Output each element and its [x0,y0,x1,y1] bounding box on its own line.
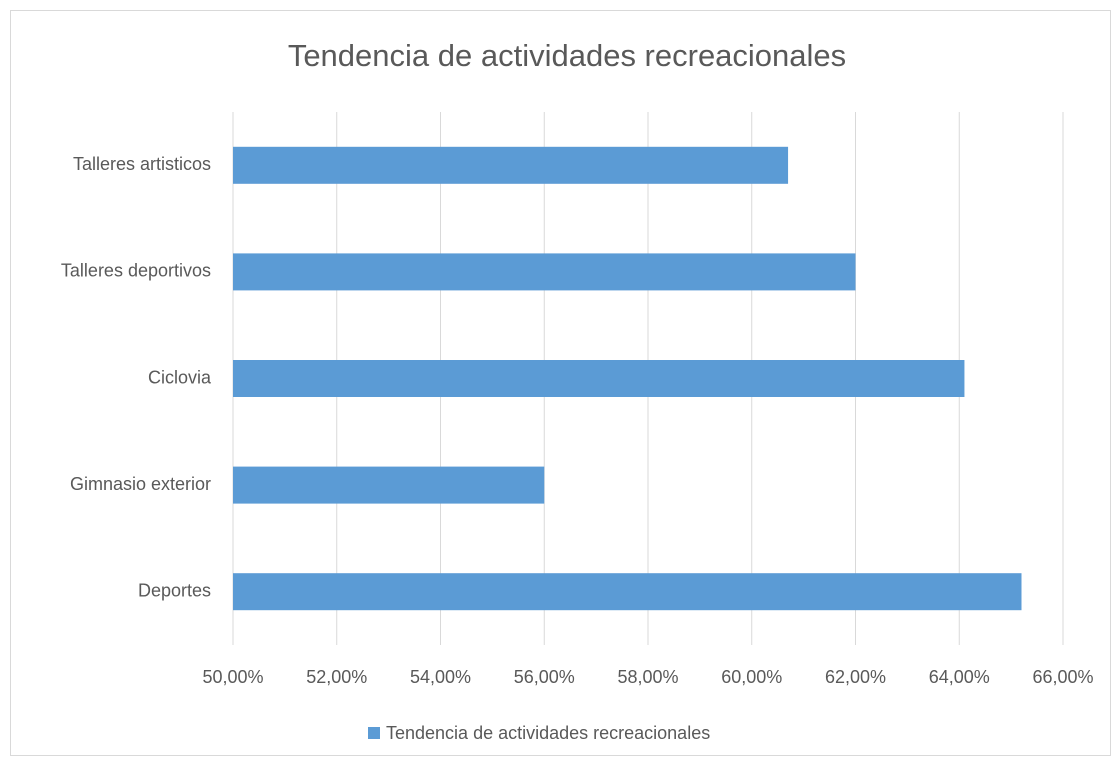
x-tick-label: 52,00% [306,667,367,687]
y-tick-label: Ciclovia [148,367,212,387]
x-tick-label: 56,00% [514,667,575,687]
x-tick-label: 62,00% [825,667,886,687]
x-tick-label: 66,00% [1032,667,1093,687]
x-tick-label: 64,00% [929,667,990,687]
y-tick-label: Talleres artisticos [73,154,211,174]
x-tick-label: 54,00% [410,667,471,687]
bar [233,146,789,184]
y-tick-label: Gimnasio exterior [70,474,211,494]
y-tick-label: Talleres deportivos [61,261,211,281]
bar [233,253,856,291]
y-tick-label: Deportes [138,580,211,600]
legend-swatch [368,727,380,739]
legend-label: Tendencia de actividades recreacionales [386,723,710,743]
bar [233,573,1022,611]
bar [233,360,965,397]
x-tick-label: 60,00% [721,667,782,687]
chart-title: Tendencia de actividades recreacionales [288,38,846,73]
bar [233,466,545,504]
x-tick-label: 58,00% [617,667,678,687]
x-tick-label: 50,00% [202,667,263,687]
